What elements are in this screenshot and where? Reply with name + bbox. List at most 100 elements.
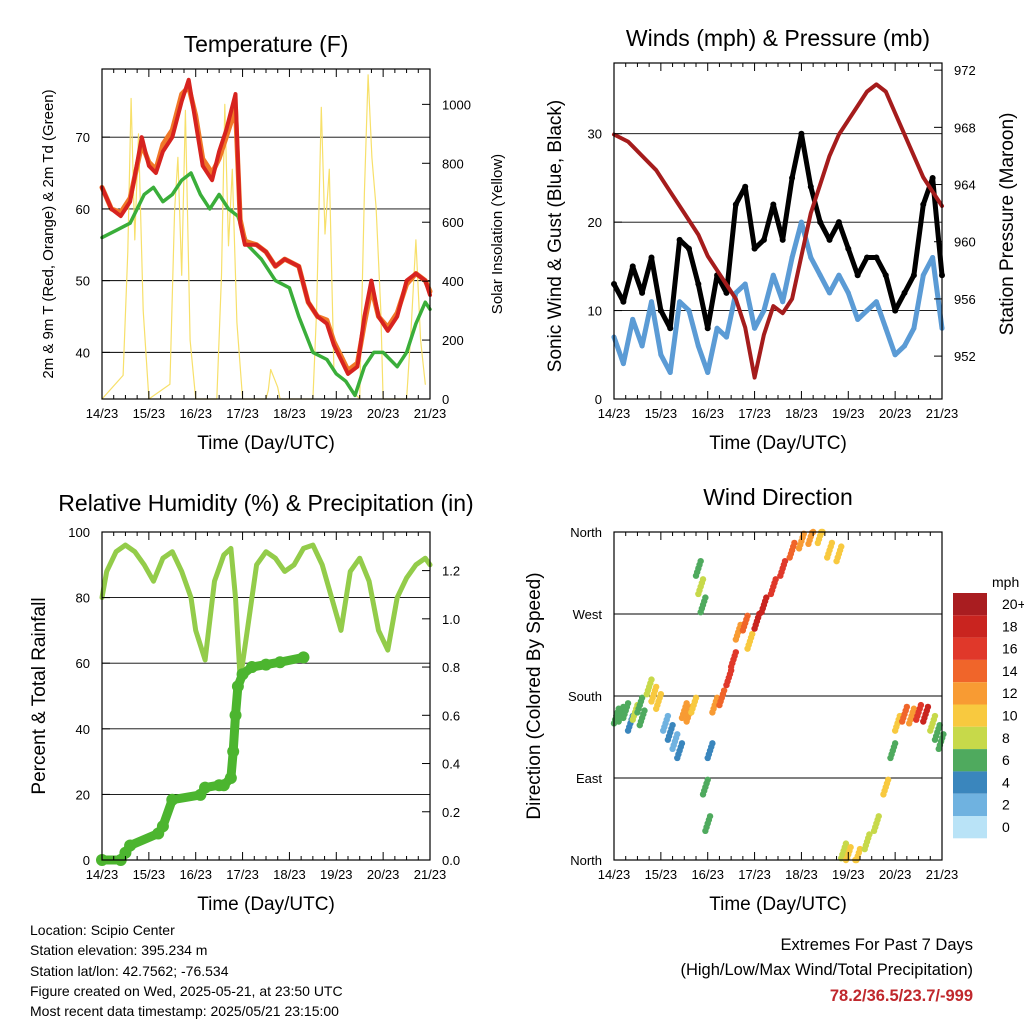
gust-point [648,254,655,261]
x-axis-title: Time (Day/UTC) [709,894,847,915]
gust-point [835,219,842,226]
gust-point [770,201,777,208]
legend-swatch [953,704,987,727]
y2-tick-label: 0.6 [442,708,460,723]
legend-label: 2 [1002,797,1010,813]
direction-point [641,707,648,714]
y-tick-label: 40 [76,345,90,360]
precip-point [231,680,244,693]
wind-point [723,334,729,340]
y2-tick-label: 800 [442,156,464,171]
gust-point [826,236,833,243]
legend-swatch [953,659,987,683]
direction-point [847,844,854,851]
direction-point [875,813,882,820]
y2-tick-label: 956 [954,292,976,307]
wind-point [789,255,795,261]
wind-point [658,352,664,358]
x-tick-label: 18/23 [785,867,818,882]
wind-point [855,316,861,322]
wind-point [930,255,936,261]
latlon-text: Station lat/lon: 42.7562; -76.534 [30,962,229,979]
x-tick-label: 17/23 [738,867,771,882]
legend-label: 16 [1002,641,1018,657]
legend-swatch [953,793,987,816]
legend-title: mph [992,574,1019,590]
wind-point [742,281,748,287]
precip-point [166,793,179,806]
legend-label: 8 [1002,730,1010,746]
y2-tick-label: 952 [954,349,976,364]
direction-point [856,845,864,853]
x-tick-label: 16/23 [691,867,724,882]
x-tick-label: 19/23 [832,406,865,421]
direction-point [936,721,943,729]
direction-point [891,740,899,747]
wind-point [864,308,870,314]
direction-point [772,576,779,583]
y2-tick-label: 960 [954,235,976,250]
wind-point [798,219,804,225]
y2-axis-title: Solar Insolation (Yellow) [489,154,506,314]
gust-point [657,307,664,314]
y-tick-label: 20 [76,787,90,802]
y-tick-label: 40 [76,722,90,737]
precip-point [245,661,258,674]
legend-swatch [953,816,987,839]
wind-point [648,299,654,305]
y-tick-label: 50 [76,274,90,289]
y-tick-label: West [573,607,603,622]
wind-point [920,272,926,278]
gust-point [760,236,767,243]
gust-point [667,325,674,332]
direction-point [683,700,690,707]
y-axis-title: Percent & Total Rainfall [29,597,50,794]
y-axis-title: Sonic Wind & Gust (Blue, Black) [545,100,566,372]
y2-tick-label: 964 [954,178,976,193]
wind-point [695,343,701,349]
legend-label: 10 [1002,708,1018,724]
gust-point [685,245,692,252]
y-tick-label: 100 [68,525,90,540]
precip-point [297,651,310,664]
gust-point [873,254,880,261]
y2-tick-label: 1000 [442,97,471,112]
direction-point [704,776,711,784]
y2-tick-label: 0.8 [442,660,460,675]
y2-tick-label: 0.2 [442,805,460,820]
wind-point [620,361,626,367]
direction-point [910,705,918,712]
legend-swatch [953,749,987,772]
wind-point [836,272,842,278]
y-tick-label: 0 [83,853,90,868]
x-tick-label: 16/23 [179,867,212,882]
wind-point [911,325,917,331]
y2-tick-label: 0.0 [442,853,460,868]
y2-axis-title: Station Pressure (Maroon) [997,113,1018,336]
panel-1: Temperature (F) 14/23 15/23 16/23 17/23 18/23… [40,31,506,454]
gust-point [620,298,627,305]
x-tick-label: 20/23 [879,867,912,882]
location-text: Location: Scipio Center [30,922,175,938]
wind-point [770,272,776,278]
created-text: Figure created on Wed, 2025-05-21, at 23… [30,982,343,999]
precip-point [229,709,242,722]
precip-point [274,656,287,669]
panel-4: Wind Direction 14/23 15/23 16/23 17/23 18/23 1… [524,484,1024,915]
y-tick-label: North [570,525,602,540]
direction-point [903,703,911,711]
gust-point [910,272,917,279]
gust-point [751,245,758,252]
precip-point [227,745,240,758]
y2-tick-label: 400 [442,274,464,289]
wind-point [892,352,898,358]
solar-line [101,74,426,400]
wind-point [752,325,758,331]
y2-tick-label: 972 [954,63,976,78]
x-tick-label: 17/23 [226,406,259,421]
direction-point [699,576,707,583]
direction-point [669,721,676,729]
gust-point [629,263,636,270]
wind-point [714,325,720,331]
gust-point [901,289,908,296]
